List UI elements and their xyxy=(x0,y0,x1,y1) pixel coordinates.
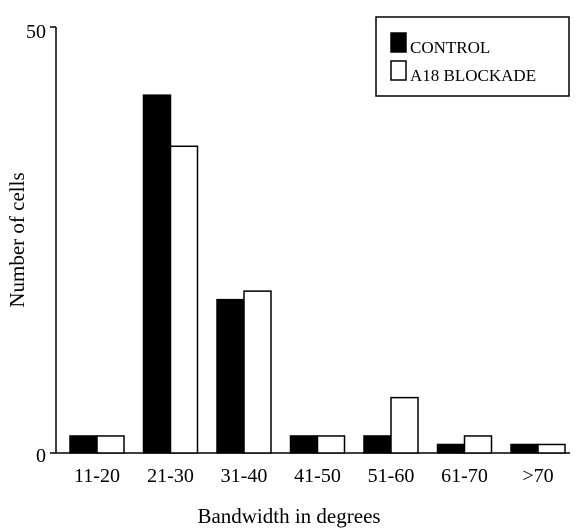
bar-a18-blockade-2 xyxy=(243,290,272,454)
bar-a18-blockade-3 xyxy=(316,435,346,454)
x-tick-label-2: 31-40 xyxy=(221,465,268,487)
x-tick-label-1: 21-30 xyxy=(147,465,194,487)
y-tick-label-max: 50 xyxy=(26,21,46,43)
legend-swatch-a18-blockade xyxy=(390,60,407,81)
y-tick-label-min: 0 xyxy=(36,445,46,467)
bar-a18-blockade-4 xyxy=(390,396,419,454)
x-tick-label-5: 61-70 xyxy=(441,465,488,487)
bar-control-5 xyxy=(436,443,466,454)
bar-control-6 xyxy=(510,443,539,454)
bar-a18-blockade-5 xyxy=(463,435,493,454)
x-tick-label-4: 51-60 xyxy=(368,465,415,487)
x-axis-title: Bandwidth in degrees xyxy=(197,504,380,528)
x-tick-label-3: 41-50 xyxy=(294,465,341,487)
bar-control-3 xyxy=(289,435,319,454)
legend-label-control: CONTROL xyxy=(410,38,490,57)
x-tick-label-0: 11-20 xyxy=(74,465,120,487)
bars-group xyxy=(69,94,566,454)
legend-label-a18-blockade: A18 BLOCKADE xyxy=(410,66,536,85)
legend-swatch-control xyxy=(390,32,407,53)
y-axis-title: Number of cells xyxy=(5,172,29,307)
legend-box xyxy=(375,16,570,97)
bar-control-1 xyxy=(142,94,172,454)
legend: CONTROL A18 BLOCKADE xyxy=(375,16,570,97)
bar-a18-blockade-0 xyxy=(96,435,125,454)
x-tick-label-6: >70 xyxy=(522,465,553,487)
bar-a18-blockade-1 xyxy=(169,145,199,454)
bar-control-0 xyxy=(69,435,98,454)
x-tick-labels: 11-20 21-30 31-40 41-50 51-60 61-70 >70 xyxy=(74,465,554,487)
bar-a18-blockade-6 xyxy=(537,443,566,454)
bar-control-2 xyxy=(216,298,245,454)
bar-control-4 xyxy=(363,435,392,454)
